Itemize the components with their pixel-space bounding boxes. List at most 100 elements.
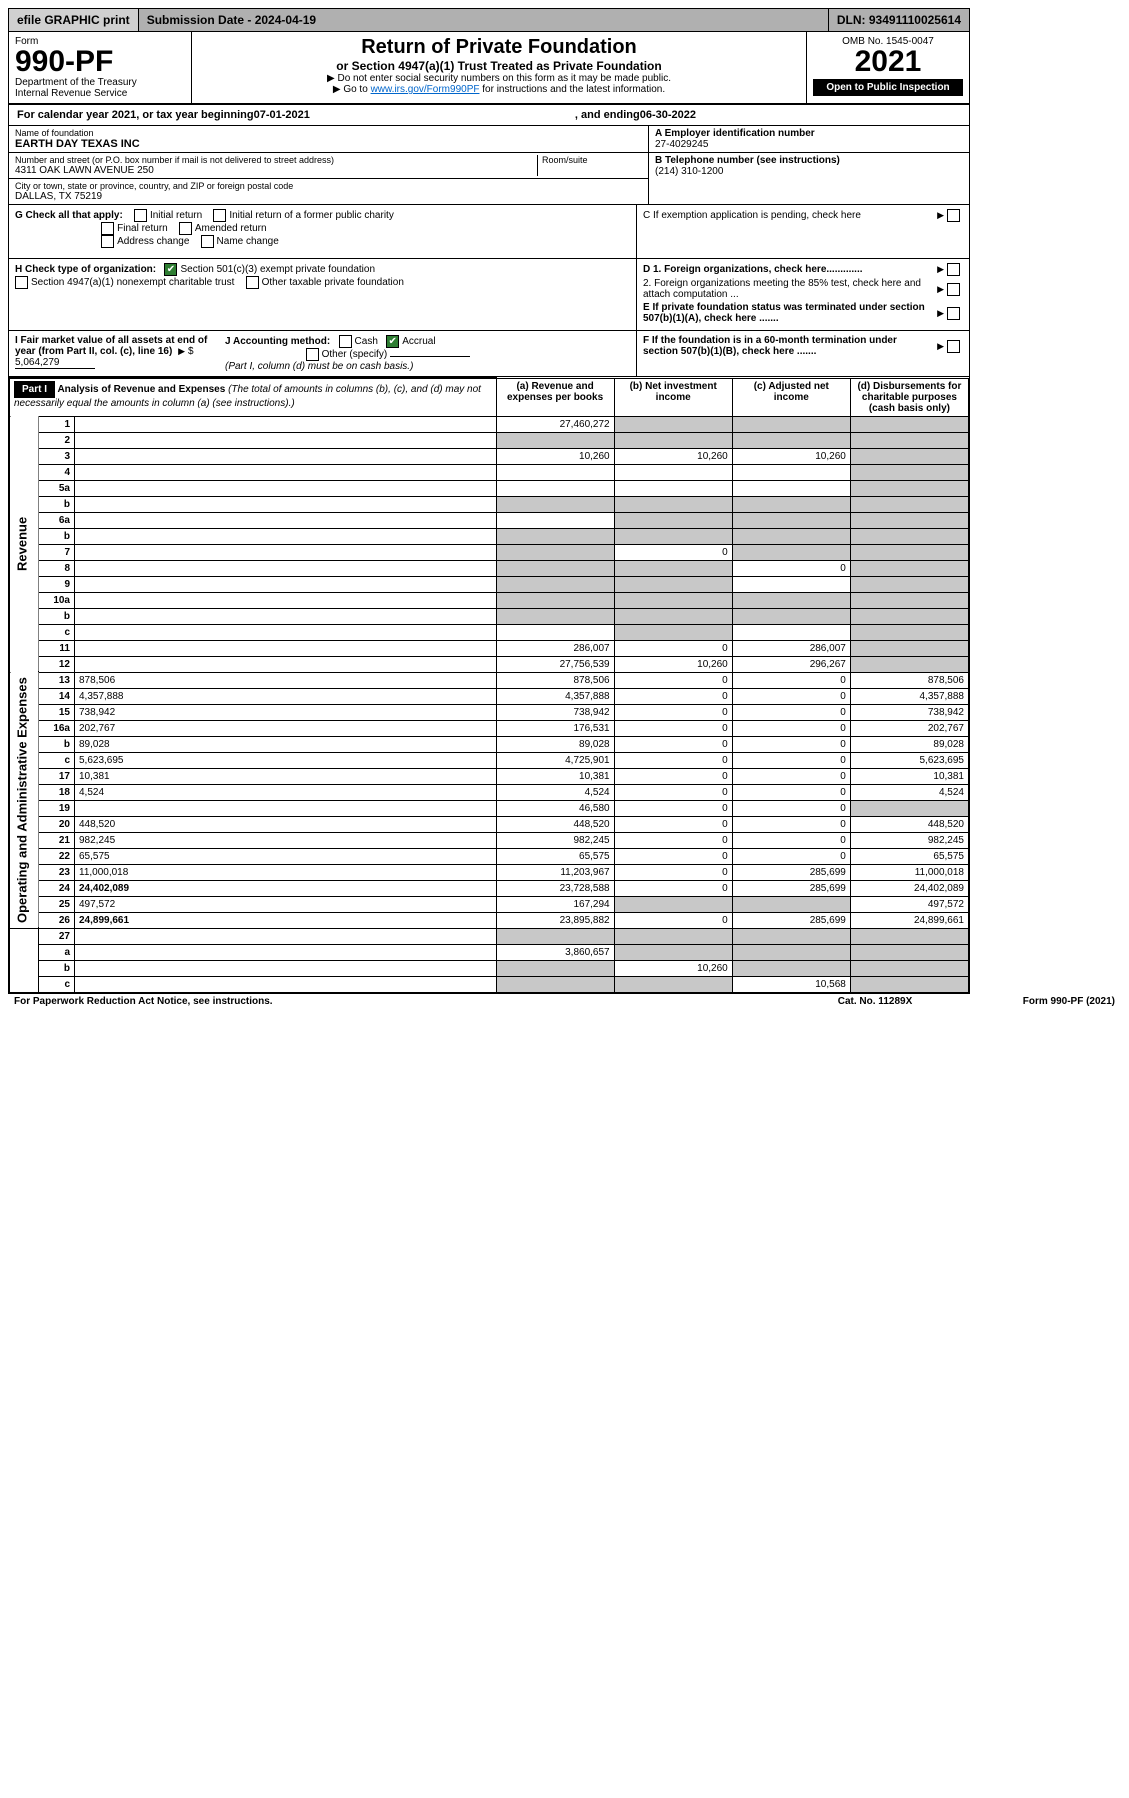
- value-cell: 10,381: [496, 768, 614, 784]
- check-other-method[interactable]: [306, 348, 319, 361]
- value-cell: 167,294: [496, 896, 614, 912]
- value-cell: [850, 448, 968, 464]
- col-c-header: (c) Adjusted net income: [732, 378, 850, 416]
- value-cell: [850, 800, 968, 816]
- value-cell: [614, 528, 732, 544]
- value-cell: 0: [614, 720, 732, 736]
- irs-link[interactable]: www.irs.gov/Form990PF: [371, 84, 480, 95]
- line-number: 24: [39, 880, 75, 896]
- check-f[interactable]: [947, 340, 960, 353]
- value-cell: 0: [732, 832, 850, 848]
- footer-mid: Cat. No. 11289X: [795, 996, 955, 1007]
- check-other-taxable[interactable]: [246, 276, 259, 289]
- dln: DLN: 93491110025614: [829, 9, 969, 31]
- line-desc: 65,575: [75, 848, 497, 864]
- topbar: efile GRAPHIC print Submission Date - 20…: [9, 9, 969, 32]
- col-d-header: (d) Disbursements for charitable purpose…: [850, 378, 968, 416]
- table-row: 80: [10, 560, 969, 576]
- value-cell: 24,402,089: [850, 880, 968, 896]
- value-cell: [614, 928, 732, 944]
- line-desc: [75, 960, 497, 976]
- line-number: a: [39, 944, 75, 960]
- check-501c3[interactable]: [164, 263, 177, 276]
- table-row: 2624,899,66123,895,8820285,69924,899,661: [10, 912, 969, 928]
- check-final[interactable]: [101, 222, 114, 235]
- value-cell: 738,942: [496, 704, 614, 720]
- footer-right: Form 990-PF (2021): [955, 996, 1115, 1007]
- value-cell: [496, 960, 614, 976]
- value-cell: [732, 576, 850, 592]
- check-d1[interactable]: [947, 263, 960, 276]
- line-desc: 202,767: [75, 720, 497, 736]
- table-row: 25497,572167,294497,572: [10, 896, 969, 912]
- check-initial-former[interactable]: [213, 209, 226, 222]
- check-4947[interactable]: [15, 276, 28, 289]
- table-row: 184,5244,524004,524: [10, 784, 969, 800]
- check-amended[interactable]: [179, 222, 192, 235]
- check-c[interactable]: [947, 209, 960, 222]
- value-cell: 0: [732, 688, 850, 704]
- tel-label: B Telephone number (see instructions): [655, 155, 963, 166]
- value-cell: [614, 496, 732, 512]
- line-number: 18: [39, 784, 75, 800]
- side-label: Revenue: [10, 416, 39, 672]
- value-cell: 0: [732, 800, 850, 816]
- value-cell: [496, 528, 614, 544]
- value-cell: 0: [732, 672, 850, 688]
- value-cell: [496, 624, 614, 640]
- value-cell: 0: [732, 704, 850, 720]
- value-cell: 11,203,967: [496, 864, 614, 880]
- check-initial[interactable]: [134, 209, 147, 222]
- value-cell: 286,007: [496, 640, 614, 656]
- check-e[interactable]: [947, 307, 960, 320]
- value-cell: [496, 976, 614, 992]
- value-cell: [850, 480, 968, 496]
- line-desc: [75, 432, 497, 448]
- table-row: Revenue127,460,272: [10, 416, 969, 432]
- form-subtitle: or Section 4947(a)(1) Trust Treated as P…: [198, 59, 800, 73]
- value-cell: [614, 608, 732, 624]
- value-cell: [614, 592, 732, 608]
- line-desc: [75, 560, 497, 576]
- line-desc: [75, 448, 497, 464]
- value-cell: 0: [614, 912, 732, 928]
- table-row: 2265,57565,5750065,575: [10, 848, 969, 864]
- line-desc: 982,245: [75, 832, 497, 848]
- line-number: 3: [39, 448, 75, 464]
- line-number: 2: [39, 432, 75, 448]
- table-row: 15738,942738,94200738,942: [10, 704, 969, 720]
- value-cell: 0: [614, 688, 732, 704]
- footer: For Paperwork Reduction Act Notice, see …: [8, 994, 1121, 1009]
- value-cell: 0: [614, 848, 732, 864]
- line-number: 12: [39, 656, 75, 672]
- check-cash[interactable]: [339, 335, 352, 348]
- check-addr-change[interactable]: [101, 235, 114, 248]
- table-row: c10,568: [10, 976, 969, 992]
- value-cell: 0: [614, 864, 732, 880]
- line-number: 26: [39, 912, 75, 928]
- check-accrual[interactable]: [386, 335, 399, 348]
- line-number: 1: [39, 416, 75, 432]
- check-d2[interactable]: [947, 283, 960, 296]
- line-number: 7: [39, 544, 75, 560]
- value-cell: 0: [614, 784, 732, 800]
- form-title: Return of Private Foundation: [198, 36, 800, 59]
- table-row: 9: [10, 576, 969, 592]
- table-row: b: [10, 528, 969, 544]
- line-desc: 738,942: [75, 704, 497, 720]
- value-cell: [496, 480, 614, 496]
- table-row: 144,357,8884,357,888004,357,888: [10, 688, 969, 704]
- check-name-change[interactable]: [201, 235, 214, 248]
- line-desc: [75, 528, 497, 544]
- value-cell: [614, 896, 732, 912]
- open-inspection: Open to Public Inspection: [813, 79, 963, 96]
- dept-label: Department of the Treasury: [15, 77, 185, 88]
- table-row: 70: [10, 544, 969, 560]
- value-cell: [850, 544, 968, 560]
- value-cell: [614, 624, 732, 640]
- value-cell: 285,699: [732, 912, 850, 928]
- addr-label: Number and street (or P.O. box number if…: [15, 155, 537, 165]
- fmv-value: 5,064,279: [15, 357, 95, 369]
- value-cell: [732, 528, 850, 544]
- table-row: 2424,402,08923,728,5880285,69924,402,089: [10, 880, 969, 896]
